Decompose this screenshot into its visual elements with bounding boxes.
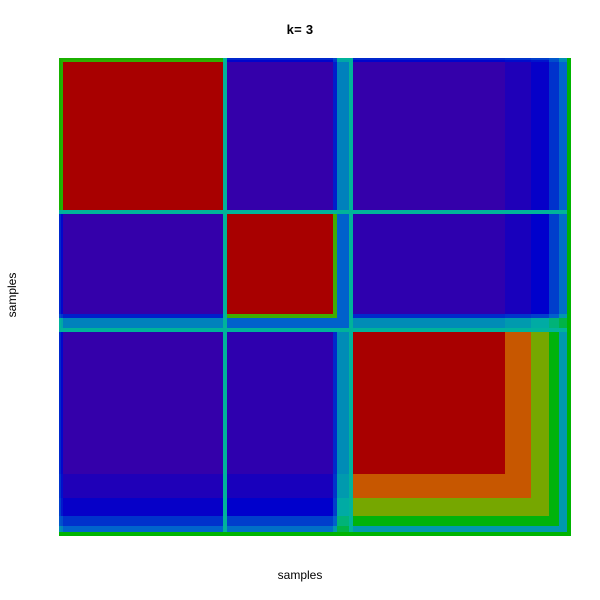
x-axis-label: samples bbox=[277, 568, 323, 582]
consensus-heatmap-canvas bbox=[59, 58, 571, 536]
heatmap-plot-area bbox=[59, 58, 571, 536]
y-axis-label: samples bbox=[5, 272, 19, 318]
chart-title: k= 3 bbox=[286, 22, 314, 37]
